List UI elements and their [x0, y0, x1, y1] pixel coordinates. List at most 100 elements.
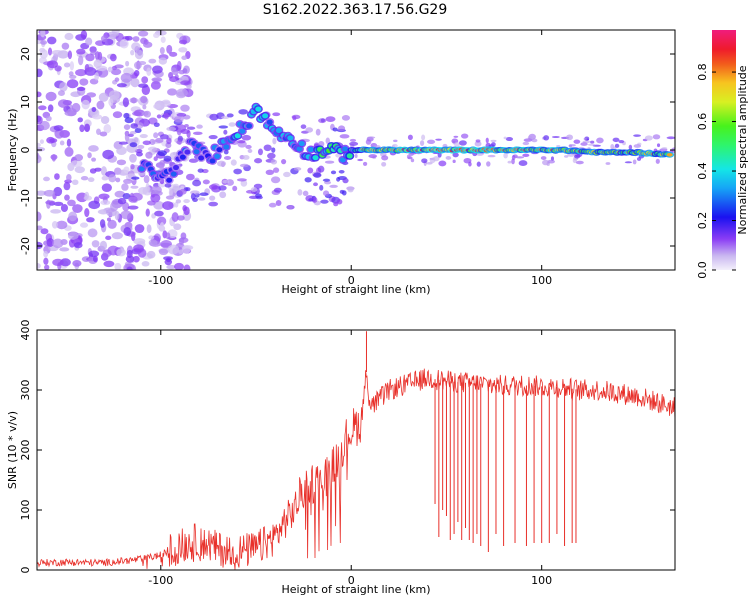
noise-speckle — [45, 115, 52, 122]
noise-speckle — [37, 211, 42, 222]
noise-speckle — [125, 60, 130, 67]
noise-speckle — [150, 193, 161, 203]
spectrogram-x-tick-label: 0 — [348, 274, 355, 287]
noise-speckle — [143, 110, 152, 118]
ridge-point — [666, 152, 673, 157]
noise-speckle — [50, 209, 62, 214]
noise-speckle — [134, 49, 144, 60]
spectrogram-y-tick-label: -20 — [19, 237, 32, 255]
noise-speckle — [123, 226, 132, 236]
noise-speckle — [59, 81, 68, 92]
noise-speckle — [452, 159, 456, 164]
noise-speckle — [45, 200, 56, 205]
noise-speckle — [332, 127, 338, 132]
noise-speckle — [45, 91, 57, 102]
noise-speckle — [121, 183, 129, 191]
noise-speckle — [503, 152, 508, 159]
noise-speckle — [122, 193, 131, 200]
noise-speckle — [587, 143, 596, 146]
noise-speckle — [518, 160, 528, 167]
noise-speckle — [633, 144, 642, 148]
noise-speckle — [145, 151, 153, 159]
noise-speckle — [148, 239, 158, 247]
noise-speckle — [226, 113, 234, 118]
noise-speckle — [37, 241, 43, 250]
noise-speckle — [112, 200, 120, 205]
noise-speckle — [162, 201, 174, 210]
noise-speckle — [270, 176, 281, 184]
noise-speckle — [287, 205, 293, 210]
noise-speckle — [458, 140, 467, 146]
noise-speckle — [236, 178, 247, 182]
noise-speckle — [125, 255, 135, 263]
noise-speckle — [130, 77, 140, 88]
noise-speckle — [141, 76, 149, 84]
ridge-point — [166, 177, 173, 183]
noise-speckle — [166, 44, 173, 54]
noise-speckle — [222, 179, 230, 184]
noise-speckle — [362, 161, 368, 166]
noise-speckle — [132, 255, 140, 263]
noise-speckle — [190, 193, 196, 200]
noise-speckle — [325, 116, 336, 122]
noise-speckle — [39, 47, 46, 53]
noise-speckle — [141, 261, 150, 267]
noise-speckle — [100, 35, 107, 42]
snr-line — [37, 368, 675, 570]
noise-speckle — [119, 39, 129, 49]
noise-speckle — [148, 235, 155, 240]
noise-speckle — [406, 154, 411, 160]
colorbar: 0.0 0.2 0.4 0.6 0.8 Normalized spectral ampl… — [696, 30, 749, 279]
noise-speckle — [89, 46, 97, 53]
noise-speckle — [426, 162, 433, 165]
noise-speckle — [136, 122, 144, 129]
noise-speckle — [150, 185, 162, 195]
noise-speckle — [551, 135, 560, 139]
noise-speckle — [154, 210, 164, 217]
noise-speckle — [349, 138, 357, 142]
noise-speckle — [347, 186, 354, 193]
noise-speckle — [158, 248, 169, 256]
noise-speckle — [618, 139, 625, 144]
noise-speckle — [180, 104, 190, 112]
noise-speckle — [139, 133, 148, 139]
noise-speckle — [228, 122, 236, 127]
noise-speckle — [475, 139, 481, 143]
noise-speckle — [178, 238, 185, 245]
noise-speckle — [183, 199, 190, 204]
noise-speckle — [153, 103, 162, 110]
spectrogram-y-tick-label: 0 — [19, 147, 32, 154]
noise-speckle — [273, 187, 282, 193]
ridge-point — [296, 146, 303, 152]
noise-speckle — [272, 112, 281, 117]
noise-speckle — [293, 167, 302, 171]
noise-speckle — [238, 109, 248, 115]
noise-speckle — [255, 195, 263, 200]
noise-speckle — [39, 120, 50, 131]
noise-speckle — [218, 125, 229, 129]
noise-speckle — [186, 84, 192, 90]
noise-speckle — [283, 171, 291, 178]
noise-speckle — [127, 205, 139, 210]
noise-speckle — [505, 136, 514, 142]
noise-speckle — [100, 116, 110, 125]
noise-speckle — [134, 224, 145, 234]
noise-speckle — [167, 244, 180, 255]
noise-speckle — [89, 168, 97, 174]
noise-speckle — [342, 177, 349, 184]
noise-speckle — [421, 134, 426, 141]
noise-speckle — [80, 30, 88, 40]
noise-speckle — [151, 77, 163, 82]
ridge-point — [173, 164, 180, 171]
noise-speckle — [223, 129, 228, 135]
noise-speckle — [257, 148, 263, 156]
noise-speckle — [91, 240, 100, 248]
noise-speckle — [590, 140, 595, 144]
noise-speckle — [181, 245, 191, 254]
snr-y-tick-label: 100 — [19, 500, 32, 521]
noise-speckle — [163, 112, 169, 120]
noise-speckle — [43, 176, 50, 182]
noise-speckle — [153, 132, 159, 139]
noise-speckle — [76, 48, 86, 55]
noise-speckle — [632, 159, 637, 165]
